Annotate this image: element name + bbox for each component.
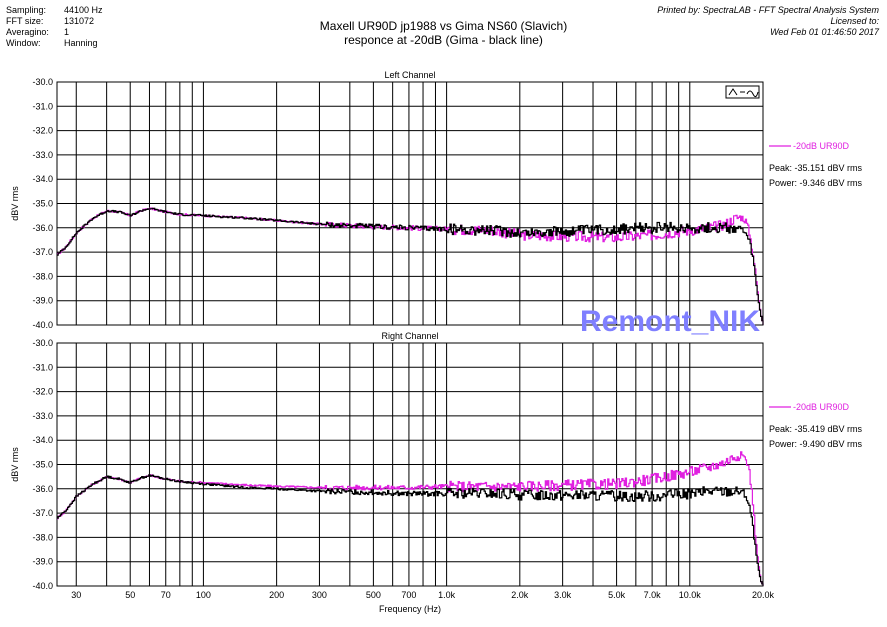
settings-value: Hanning (64, 38, 98, 48)
series-line-gima (57, 474, 764, 586)
settings-row-averaging: Averagino: 1 (6, 27, 103, 38)
settings-row-window: Window: Hanning (6, 38, 103, 49)
y-tick-label: -32.0 (32, 387, 53, 397)
x-tick-label: 5.0k (608, 590, 626, 600)
panel-title: Right Channel (381, 331, 438, 341)
y-tick-label: -35.0 (32, 199, 53, 209)
y-axis-label: dBV rms (10, 447, 20, 482)
peak-readout: Peak: -35.419 dBV rms (769, 424, 863, 434)
printed-by: Printed by: SpectraLAB - FFT Spectral An… (657, 5, 879, 15)
y-tick-label: -32.0 (32, 126, 53, 136)
x-tick-label: 100 (196, 590, 211, 600)
x-tick-label: 2.0k (511, 590, 529, 600)
y-tick-label: -33.0 (32, 411, 53, 421)
x-tick-label: 1.0k (438, 590, 456, 600)
chart-title-line1: Maxell UR90D jp1988 vs Gima NS60 (Slavic… (319, 19, 568, 33)
watermark-text: Remont_NIK (580, 305, 760, 338)
settings-label: Sampling: (6, 5, 47, 15)
y-tick-label: -31.0 (32, 101, 53, 111)
y-tick-label: -40.0 (32, 320, 53, 330)
plot-frame (56, 81, 764, 326)
y-tick-label: -36.0 (32, 484, 53, 494)
y-tick-label: -30.0 (32, 77, 53, 87)
settings-value: 131072 (64, 16, 95, 26)
x-axis-label: Frequency (Hz) (379, 604, 441, 614)
y-tick-label: -37.0 (32, 508, 53, 518)
y-tick-label: -38.0 (32, 532, 53, 542)
settings-label: FFT size: (6, 16, 44, 26)
y-tick-label: -39.0 (32, 557, 53, 567)
y-tick-label: -34.0 (32, 435, 53, 445)
x-tick-label: 500 (366, 590, 381, 600)
x-tick-label: 50 (125, 590, 135, 600)
y-tick-label: -37.0 (32, 247, 53, 257)
y-tick-label: -40.0 (32, 581, 53, 591)
x-tick-label: 10.0k (679, 590, 702, 600)
right-channel-chart: -30.0 -31.0 -32.0 -33.0 -34.0 -35.0 -36.0 -37.0… (10, 331, 863, 614)
legend-label: -20dB UR90D (793, 402, 850, 412)
y-axis-label: dBV rms (10, 186, 20, 221)
y-tick-label: -34.0 (32, 174, 53, 184)
series-line-gima (57, 207, 764, 325)
series-line-ur90d (57, 451, 764, 586)
chart-title: Maxell UR90D jp1988 vs Gima NS60 (Slavic… (0, 19, 887, 47)
peak-readout: Peak: -35.151 dBV rms (769, 163, 863, 173)
settings-value: 44100 Hz (64, 5, 103, 15)
y-tick-label: -38.0 (32, 271, 53, 281)
plot-frame (56, 342, 764, 587)
marker-icon-glyph (728, 88, 759, 98)
print-date: Wed Feb 01 01:46:50 2017 (770, 27, 879, 37)
chart-title-line2: responce at -20dB (Gima - black line) (344, 33, 543, 47)
panel-title: Left Channel (384, 70, 435, 80)
x-tick-label: 3.0k (554, 590, 572, 600)
print-info: Printed by: SpectraLAB - FFT Spectral An… (657, 5, 879, 38)
power-readout: Power: -9.346 dBV rms (769, 178, 863, 188)
settings-block: Sampling: 44100 Hz FFT size: 131072 Averag… (6, 5, 103, 49)
settings-row-fft-size: FFT size: 131072 (6, 16, 103, 27)
y-tick-label: -35.0 (32, 460, 53, 470)
settings-label: Window: (6, 38, 41, 48)
y-tick-label: -36.0 (32, 223, 53, 233)
x-tick-label: 700 (401, 590, 416, 600)
x-tick-label: 200 (269, 590, 284, 600)
x-tick-label: 7.0k (644, 590, 662, 600)
y-tick-label: -30.0 (32, 338, 53, 348)
settings-row-sampling: Sampling: 44100 Hz (6, 5, 103, 16)
y-tick-label: -33.0 (32, 150, 53, 160)
power-readout: Power: -9.490 dBV rms (769, 439, 863, 449)
y-tick-label: -39.0 (32, 296, 53, 306)
legend-label: -20dB UR90D (793, 141, 850, 151)
x-tick-label: 30 (71, 590, 81, 600)
x-tick-label: 20.0k (752, 590, 775, 600)
y-tick-label: -31.0 (32, 362, 53, 372)
x-tick-label: 70 (161, 590, 171, 600)
settings-value: 1 (64, 27, 70, 37)
left-channel-chart: -30.0 -31.0 -32.0 -33.0 -34.0 -35.0 -36.0 -37.0… (10, 70, 863, 330)
x-tick-label: 300 (312, 590, 327, 600)
settings-label: Averagino: (6, 27, 49, 37)
licensed-to: Licensed to: (830, 16, 879, 26)
